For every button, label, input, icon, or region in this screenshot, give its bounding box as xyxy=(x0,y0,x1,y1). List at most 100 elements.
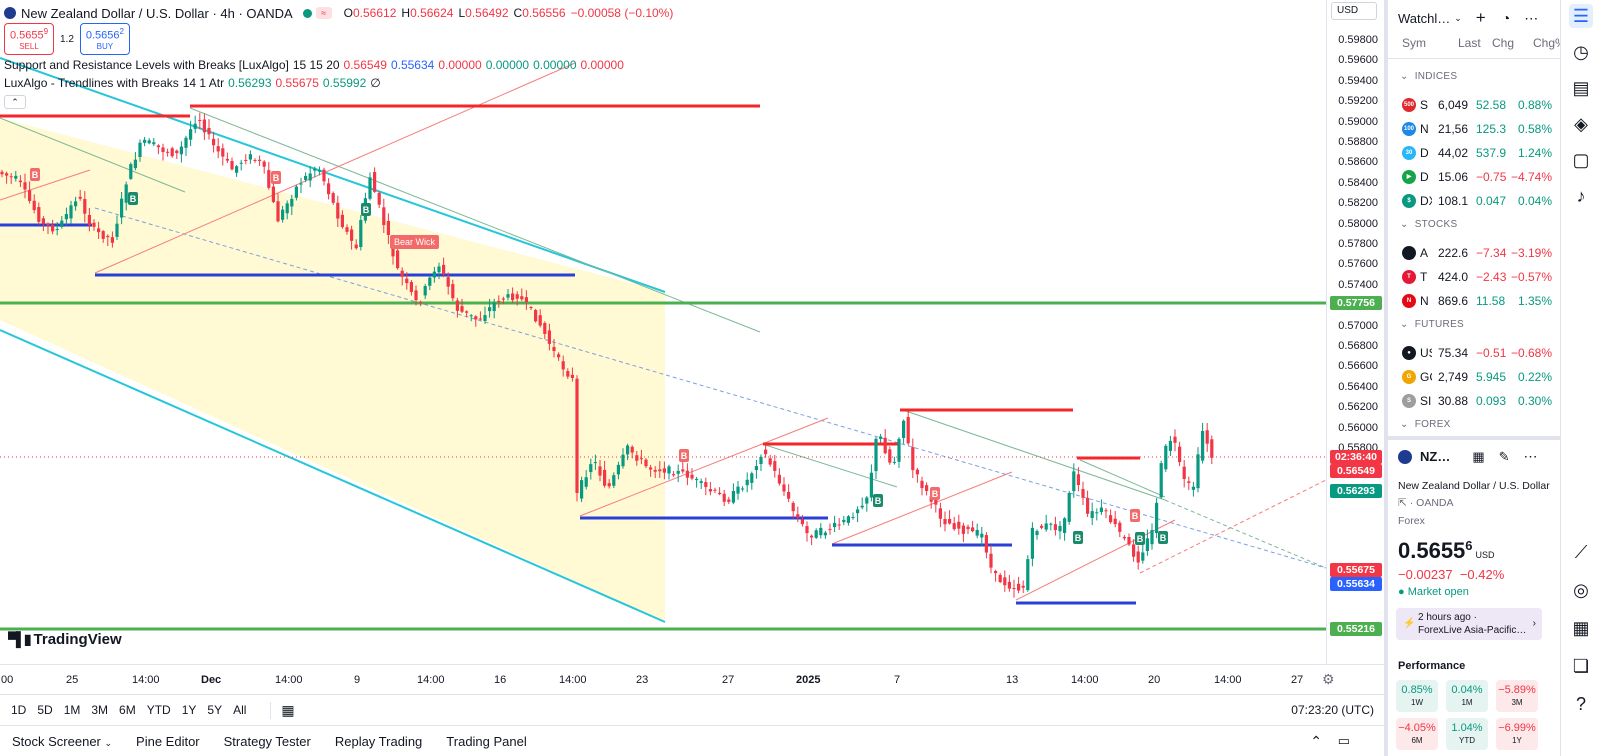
symbol-logo-icon: $ xyxy=(1402,194,1416,208)
collapse-legend-button[interactable]: ⌃ xyxy=(4,95,26,109)
more-options-icon[interactable]: ⋯ xyxy=(1523,448,1538,464)
trendline-green-3 xyxy=(761,443,898,488)
calendar-icon[interactable]: ▦ xyxy=(1572,618,1590,638)
time-axis[interactable]: :00 25 14:00 Dec 14:00 9 14:00 16 14:00 23 27 2025 7… xyxy=(0,664,1384,694)
timeframe-ytd[interactable]: YTD xyxy=(146,703,171,717)
candle-body xyxy=(796,514,800,518)
performance-tile[interactable]: 0.85% 1W xyxy=(1396,680,1438,712)
more-options-icon[interactable]: ⋯ xyxy=(1524,9,1539,26)
symbol-title[interactable]: New Zealand Dollar / U.S. Dollar · 4h · … xyxy=(21,5,293,21)
chat-bubbles-icon[interactable]: ❏ xyxy=(1572,656,1590,676)
candle-body xyxy=(120,198,124,218)
advanced-view-icon[interactable]: ◔ xyxy=(1501,10,1511,26)
watchlist-row[interactable]: ● US 75.34 −0.51−0.68% xyxy=(1388,341,1564,365)
currency-button[interactable]: USD xyxy=(1331,2,1377,20)
grid-icon[interactable]: ▦ xyxy=(1472,448,1485,464)
watchlist-section-stocks[interactable]: ⌄ STOCKS xyxy=(1400,219,1458,230)
tradingview-logo[interactable]: ▀▌▮ TradingView xyxy=(8,631,122,648)
candle-body xyxy=(442,264,446,275)
indicator-row-trendlines[interactable]: LuxAlgo - Trendlines with Breaks 14 1 At… xyxy=(4,74,673,92)
indicator-value: 0.55675 xyxy=(275,76,319,90)
tab-trading-panel[interactable]: Trading Panel xyxy=(446,733,527,749)
performance-tile[interactable]: −6.99% 1Y xyxy=(1496,718,1538,750)
col-last[interactable]: Last xyxy=(1458,36,1481,50)
timeframe-1y[interactable]: 1Y xyxy=(181,703,197,717)
timeframe-1m[interactable]: 1M xyxy=(63,703,81,717)
target-icon[interactable]: ◎ xyxy=(1573,580,1589,600)
watchlist-chgp: 1.35% xyxy=(1517,294,1552,308)
timeframe-5d[interactable]: 5D xyxy=(37,703,53,717)
tab-replay-trading[interactable]: Replay Trading xyxy=(334,733,423,749)
news-card[interactable]: ⚡ 2 hours ago · ForexLive Asia-Pacific… … xyxy=(1396,608,1542,640)
chevron-down-icon[interactable]: ⌄ xyxy=(1454,12,1462,23)
timeframe-5y[interactable]: 5Y xyxy=(207,703,223,717)
tab-stock-screener[interactable]: Stock Screener ⌄ xyxy=(12,733,113,749)
timeframe-all[interactable]: All xyxy=(233,703,247,717)
col-chgp[interactable]: Chg% xyxy=(1533,36,1566,50)
candle-body xyxy=(731,490,735,503)
date-range-calendar-icon[interactable]: ▦ xyxy=(270,701,295,719)
settings-gear-icon[interactable]: ⚙ xyxy=(1322,671,1335,687)
notifications-bell-icon[interactable]: ♪ xyxy=(1576,186,1586,206)
watchlist-row[interactable]: ▶ D 15.06 −0.75 −4.74% xyxy=(1388,165,1564,189)
performance-tile[interactable]: −4.05% 6M xyxy=(1396,718,1438,750)
tab-strategy-tester[interactable]: Strategy Tester xyxy=(223,733,311,749)
col-chg[interactable]: Chg xyxy=(1492,36,1515,50)
performance-tile[interactable]: 1.04% YTD xyxy=(1446,718,1488,750)
watchlist-title[interactable]: Watchl… xyxy=(1398,10,1451,26)
watchlist-row[interactable]: N N 869.6 11.58 1.35% xyxy=(1388,289,1564,313)
chat-icon[interactable]: ▢ xyxy=(1572,150,1590,170)
watchlist-section-futures[interactable]: ⌄ FUTURES xyxy=(1400,319,1465,330)
col-sym[interactable]: Sym xyxy=(1402,36,1426,50)
candle-body xyxy=(644,459,648,467)
sell-button[interactable]: 0.56559 SELL xyxy=(4,22,54,56)
edit-icon[interactable]: ✎ xyxy=(1498,448,1510,464)
performance-tile[interactable]: 0.04% 1M xyxy=(1446,680,1488,712)
watchlist-row[interactable]: A 222.6 −7.34 −3.19% xyxy=(1388,241,1564,265)
timeframe-1d[interactable]: 1D xyxy=(11,703,27,717)
watchlist-section-forex[interactable]: ⌄ FOREX xyxy=(1400,419,1451,430)
watchlist-icon[interactable]: ☰ xyxy=(1569,4,1593,28)
maximize-panel-icon[interactable]: ▭ xyxy=(1337,733,1350,748)
timeframe-3m[interactable]: 3M xyxy=(91,703,109,717)
watchlist-row[interactable]: G GC 2,749 5.945 0.22% xyxy=(1388,365,1564,389)
details-symbol[interactable]: NZ… xyxy=(1420,449,1451,464)
indicator-value: 0.56549 xyxy=(343,58,387,72)
time-tick: 7 xyxy=(894,674,901,686)
layers-icon[interactable]: ◈ xyxy=(1574,114,1588,134)
candle-body xyxy=(414,290,418,301)
candlesticks xyxy=(0,112,1214,598)
watchlist-row[interactable]: 500 S 6,049 52.58 0.88% xyxy=(1388,93,1564,117)
break-marker xyxy=(873,494,883,507)
tab-pine-editor[interactable]: Pine Editor xyxy=(136,733,200,749)
candle-body xyxy=(750,473,754,483)
performance-title[interactable]: Performance xyxy=(1398,660,1466,672)
collapse-panel-icon[interactable]: ⌃ xyxy=(1310,732,1322,749)
candle-body xyxy=(60,220,64,227)
price-axis[interactable]: USD 0.59800 0.59600 0.59400 0.59200 0.59000 0… xyxy=(1326,0,1384,664)
add-symbol-icon[interactable]: + xyxy=(1475,8,1486,27)
watchlist-section-indices[interactable]: ⌄ INDICES xyxy=(1400,71,1458,82)
price-tick: 0.59200 xyxy=(1338,95,1378,108)
candle-body xyxy=(672,474,676,476)
ideas-notes-icon[interactable]: ▤ xyxy=(1572,78,1590,98)
drawing-line-icon[interactable]: ⟋ xyxy=(1574,542,1588,562)
utc-clock[interactable]: 07:23:20 (UTC) xyxy=(1291,703,1374,717)
watchlist-row[interactable]: T T 424.0 −2.43 −0.57% xyxy=(1388,265,1564,289)
help-icon[interactable]: ? xyxy=(1575,694,1586,714)
timeframe-6m[interactable]: 6M xyxy=(119,703,136,717)
performance-tile[interactable]: −5.89% 3M xyxy=(1496,680,1538,712)
watchlist-row[interactable]: S SI 30.88 0.093 0.30% xyxy=(1388,389,1564,413)
indicator-row-sr[interactable]: Support and Resistance Levels with Break… xyxy=(4,56,673,74)
watchlist-symbol: A xyxy=(1420,246,1429,260)
watchlist-row[interactable]: $ DX 108.1 0.047 0.04% xyxy=(1388,189,1564,213)
details-exchange-row[interactable]: ⇱ · OANDA xyxy=(1398,497,1454,509)
price-chart[interactable]: B B B B B B B B B B B xyxy=(0,0,1326,664)
chart-area[interactable]: B B B B B B B B B B B New Zealand Dollar / U.S. Do… xyxy=(0,0,1384,694)
watchlist-chgp: 0.04% xyxy=(1517,194,1552,208)
buy-button[interactable]: 0.56562 BUY xyxy=(79,22,130,56)
alerts-clock-icon[interactable]: ◷ xyxy=(1573,42,1589,62)
candle-body xyxy=(828,528,832,530)
watchlist-row[interactable]: 30 D 44,02 537.9 1.24% xyxy=(1388,141,1564,165)
watchlist-row[interactable]: 100 N 21,56 125.3 0.58% xyxy=(1388,117,1564,141)
